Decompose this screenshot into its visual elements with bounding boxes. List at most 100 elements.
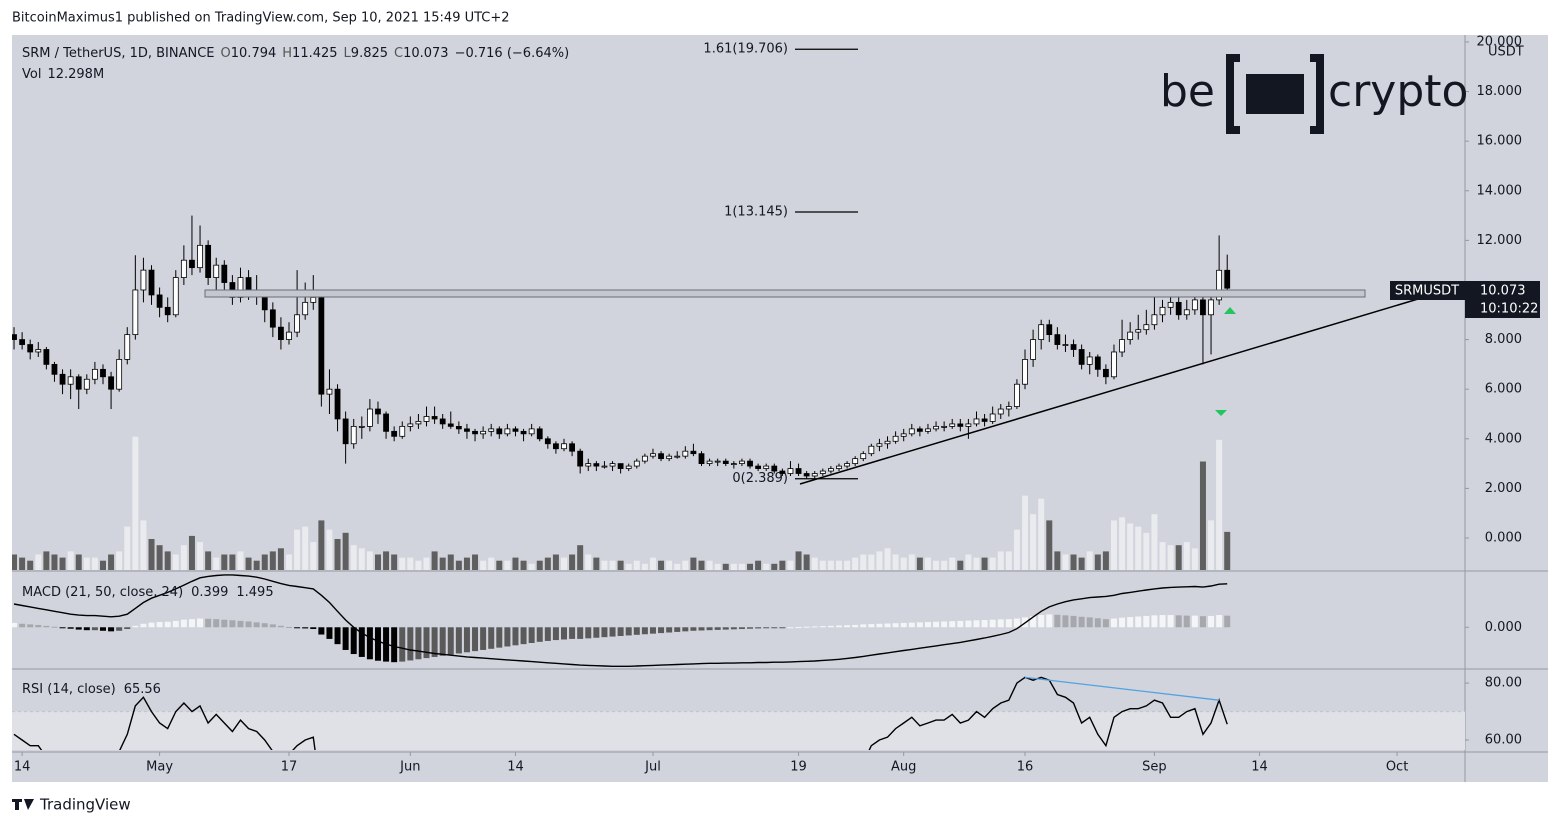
candle-body (690, 450, 697, 455)
volume-bar (771, 563, 778, 570)
macd-histogram-bar (318, 627, 325, 635)
price-tag (1465, 281, 1540, 318)
candle-body (714, 460, 721, 463)
candle-body (43, 349, 50, 365)
candle-body (83, 378, 90, 390)
macd-histogram-bar (140, 623, 147, 628)
x-tick-label: Oct (1386, 760, 1408, 775)
candle-body (593, 463, 600, 467)
candle-body (876, 443, 883, 447)
volume-bar (366, 551, 373, 570)
candle-body (884, 440, 891, 445)
candle-body (480, 430, 487, 435)
macd-histogram-bar (868, 624, 875, 628)
macd-histogram-bar (1191, 615, 1198, 628)
macd-histogram-bar (1038, 615, 1045, 628)
candle-body (213, 264, 220, 278)
volume-bar (108, 554, 115, 570)
candle-body (423, 416, 430, 422)
macd-histogram-bar (835, 625, 842, 628)
macd-histogram-bar (981, 620, 988, 628)
macd-histogram-bar (957, 620, 964, 628)
volume-bar (916, 557, 923, 570)
macd-histogram-bar (779, 627, 786, 629)
macd-histogram-bar (374, 627, 381, 661)
x-tick-label: 14 (14, 760, 31, 775)
volume-bar (593, 557, 600, 570)
ohlc-value: 11.425 (292, 46, 338, 61)
arrow-down (1215, 410, 1227, 416)
candle-body (512, 428, 519, 432)
y-tick-label: 0.000 (1485, 531, 1522, 546)
volume-bar (91, 557, 98, 570)
legend: Vol 12.298M (22, 67, 104, 82)
candle-body (350, 425, 357, 445)
symbol: SRM / TetherUS, 1D, BINANCE (22, 46, 215, 61)
y-tick-label: 18.000 (1477, 84, 1523, 99)
candle-body (1102, 368, 1109, 378)
volume-bar (67, 551, 74, 570)
macd-histogram-bar (933, 621, 940, 628)
pane (12, 574, 1231, 667)
macd-histogram-bar (973, 620, 980, 628)
candle-body (1086, 356, 1093, 365)
macd-histogram-bar (27, 624, 34, 628)
candle-body (318, 297, 325, 395)
volume-bar (884, 548, 891, 570)
candle-body (585, 463, 592, 467)
volume-bar (342, 532, 349, 570)
macd-histogram-bar (12, 622, 18, 628)
y-tick-label: 14.000 (1477, 183, 1523, 198)
volume-bar (59, 557, 66, 570)
candle-body (682, 450, 689, 457)
volume-bar (561, 557, 568, 570)
volume-bar (860, 554, 867, 570)
macd-histogram-bar (649, 627, 656, 634)
macd-histogram-bar (253, 622, 260, 628)
volume-bar (528, 563, 535, 570)
volume-bar (803, 554, 810, 570)
divergence-line (1024, 676, 1220, 701)
fib-label: 0(2.389) (732, 471, 788, 486)
candle-body (625, 465, 632, 469)
macd-histogram-bar (738, 627, 745, 630)
volume-bar (1216, 439, 1223, 570)
volume-bar (51, 554, 58, 570)
volume-bar (544, 557, 551, 570)
support-line (799, 295, 1429, 485)
candle-body (366, 408, 373, 427)
macd-histogram-bar (803, 626, 810, 628)
candle-body (302, 301, 309, 316)
macd-histogram-bar (625, 627, 632, 636)
volume-bar (261, 554, 268, 570)
volume-bar (577, 545, 584, 570)
volume-bar (269, 551, 276, 570)
x-tick-label: 17 (281, 760, 298, 775)
macd-histogram-bar (1005, 619, 1012, 628)
macd-histogram-bar (326, 627, 333, 639)
macd-histogram-bar (666, 627, 673, 633)
volume-bar (334, 539, 341, 570)
candle-body (472, 430, 478, 435)
macd-histogram-bar (1013, 618, 1020, 628)
macd-histogram-bar (221, 619, 228, 628)
candle-body (941, 425, 948, 428)
macd-histogram-bar (1086, 617, 1093, 628)
volume-bar (188, 535, 195, 570)
volume-bar (795, 551, 802, 570)
candle-body (803, 473, 810, 477)
candle-body (641, 455, 648, 462)
ohlc-key: C (394, 46, 403, 61)
candle-body (59, 373, 66, 385)
volume-bar (682, 560, 689, 570)
rsi-line (13, 676, 1228, 750)
volume-bar (1143, 532, 1150, 570)
macd-histogram-bar (488, 627, 495, 649)
macd-histogram-bar (1102, 619, 1109, 628)
volume-bar (698, 560, 705, 570)
candle-body (989, 413, 996, 422)
candle-body (464, 428, 470, 432)
candle-body (528, 428, 535, 435)
candle-body (278, 326, 284, 340)
